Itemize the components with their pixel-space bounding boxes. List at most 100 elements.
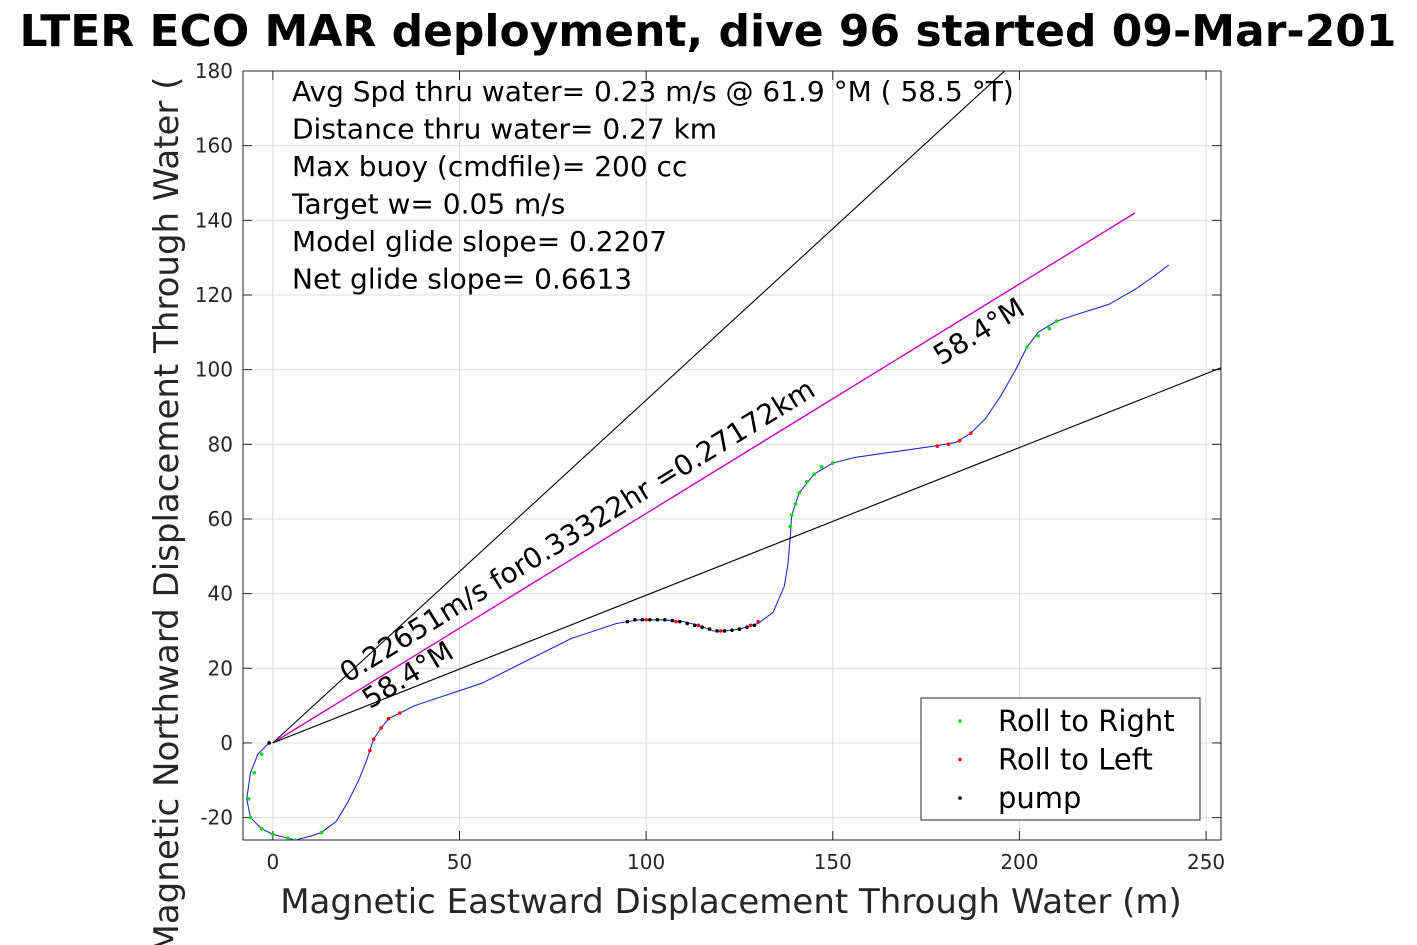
marker-pump xyxy=(640,617,645,622)
legend: Roll to Right Roll to Left pump xyxy=(920,697,1201,821)
legend-box xyxy=(920,697,1201,821)
x-axis-label: Magnetic Eastward Displacement Through W… xyxy=(280,882,1182,922)
marker-pump xyxy=(267,741,271,745)
marker-pump xyxy=(745,625,749,630)
marker-roll_right xyxy=(259,752,264,756)
plot-frame xyxy=(242,70,1222,841)
marker-roll_right xyxy=(246,797,251,801)
x-tick-label: 50 xyxy=(447,850,472,874)
marker-pump xyxy=(752,623,757,628)
marker-roll_left xyxy=(386,716,391,721)
marker-roll_left xyxy=(957,438,962,443)
legend-label: Roll to Right xyxy=(998,704,1175,738)
marker-pump xyxy=(730,628,734,633)
marker-roll_right xyxy=(1047,326,1052,331)
marker-pump xyxy=(633,617,637,622)
marker-roll_right xyxy=(252,771,256,775)
marker-pump xyxy=(692,623,697,628)
info-line: Max buoy (cmdfile)= 200 cc xyxy=(292,150,687,183)
info-line: Target w= 0.05 m/s xyxy=(291,188,565,221)
info-line: Model glide slope= 0.2207 xyxy=(292,225,667,258)
marker-roll_right xyxy=(789,513,794,518)
marker-pump xyxy=(707,627,712,631)
marker-roll_right xyxy=(812,472,816,476)
marker-pump xyxy=(663,617,667,622)
marker-pump xyxy=(700,625,704,630)
marker-roll_left xyxy=(969,431,973,435)
legend-marker xyxy=(958,796,962,800)
marker-pump xyxy=(737,627,742,631)
legend-label: pump xyxy=(998,781,1081,815)
series-line-track xyxy=(246,264,1170,840)
series-lines xyxy=(246,71,1221,840)
marker-roll_right xyxy=(830,461,835,465)
marker-roll_left xyxy=(397,711,402,715)
marker-roll_left xyxy=(935,444,940,448)
info-line: Distance thru water= 0.27 km xyxy=(292,113,717,146)
series-line-mean-heading xyxy=(272,212,1136,744)
marker-roll_right xyxy=(819,464,824,469)
series-markers xyxy=(246,319,1059,840)
marker-roll_left xyxy=(368,748,372,753)
marker-roll_left xyxy=(674,619,678,624)
marker-roll_left xyxy=(379,726,383,730)
x-tick-label: 150 xyxy=(814,850,852,874)
marker-roll_right xyxy=(797,491,801,495)
x-tick-label: 250 xyxy=(1187,850,1225,874)
marker-pump xyxy=(670,618,675,623)
y-tick-label: 120 xyxy=(195,283,233,307)
info-line: Avg Spd thru water= 0.23 m/s @ 61.9 °M (… xyxy=(292,75,1014,108)
y-tick-label: 140 xyxy=(195,208,233,232)
x-tick-label: 0 xyxy=(266,850,279,874)
marker-pump xyxy=(648,617,652,622)
marker-roll_left xyxy=(748,623,753,628)
y-tick-label: 160 xyxy=(195,134,233,158)
axes: 0 50 100 150 200 250 -20 0 20 40 60 80 100 120 140 160 1… xyxy=(195,59,1225,874)
marker-roll_right xyxy=(293,838,298,840)
legend-label: Roll to Left xyxy=(998,743,1153,777)
marker-roll_right xyxy=(248,815,253,820)
x-tick-label: 200 xyxy=(1000,850,1038,874)
info-text-block: Avg Spd thru water= 0.23 m/s @ 61.9 °M (… xyxy=(291,75,1014,296)
marker-roll_right xyxy=(1025,345,1029,350)
marker-pump xyxy=(655,617,660,622)
y-axis-label: Magnetic Northward Displacement Through … xyxy=(147,77,187,945)
marker-roll_right xyxy=(788,524,793,529)
annotations: 0.22651m/s for0.33322hr =0.27172km58.4°M… xyxy=(334,291,1030,715)
y-tick-label: 40 xyxy=(208,582,233,606)
chart-title: LTER ECO MAR deployment, dive 96 started… xyxy=(19,6,1396,57)
series-line-bound-upper xyxy=(272,71,1005,744)
y-tick-label: 60 xyxy=(208,507,233,531)
marker-roll_right xyxy=(793,502,798,506)
y-tick-label: 100 xyxy=(195,358,233,382)
marker-roll_right xyxy=(1036,334,1040,338)
marker-roll_left xyxy=(946,442,951,447)
info-line: Net glide slope= 0.6613 xyxy=(292,263,632,296)
marker-roll_left xyxy=(756,619,760,624)
y-tick-label: -20 xyxy=(200,806,233,830)
marker-pump xyxy=(677,619,682,624)
legend-marker xyxy=(958,719,962,723)
series-line-bound-lower xyxy=(272,367,1221,744)
marker-pump xyxy=(685,621,690,626)
marker-roll_right xyxy=(285,836,290,840)
marker-roll_left xyxy=(719,629,723,633)
y-tick-label: 20 xyxy=(208,656,233,680)
marker-roll_right xyxy=(804,479,809,484)
y-tick-label: 180 xyxy=(195,59,233,83)
marker-roll_left xyxy=(644,617,648,622)
marker-roll_right xyxy=(259,827,264,831)
legend-marker xyxy=(958,757,962,762)
annotation-label: 0.22651m/s for0.33322hr =0.27172km xyxy=(334,372,821,689)
marker-roll_right xyxy=(1054,319,1059,323)
marker-roll_left xyxy=(696,623,701,628)
y-tick-label: 0 xyxy=(220,731,233,755)
x-tick-label: 100 xyxy=(627,850,665,874)
marker-pump xyxy=(625,619,630,624)
marker-pump xyxy=(722,629,727,633)
marker-roll_right xyxy=(271,832,275,837)
marker-roll_right xyxy=(319,830,324,835)
marker-pump xyxy=(715,629,719,633)
marker-roll_left xyxy=(371,737,376,742)
